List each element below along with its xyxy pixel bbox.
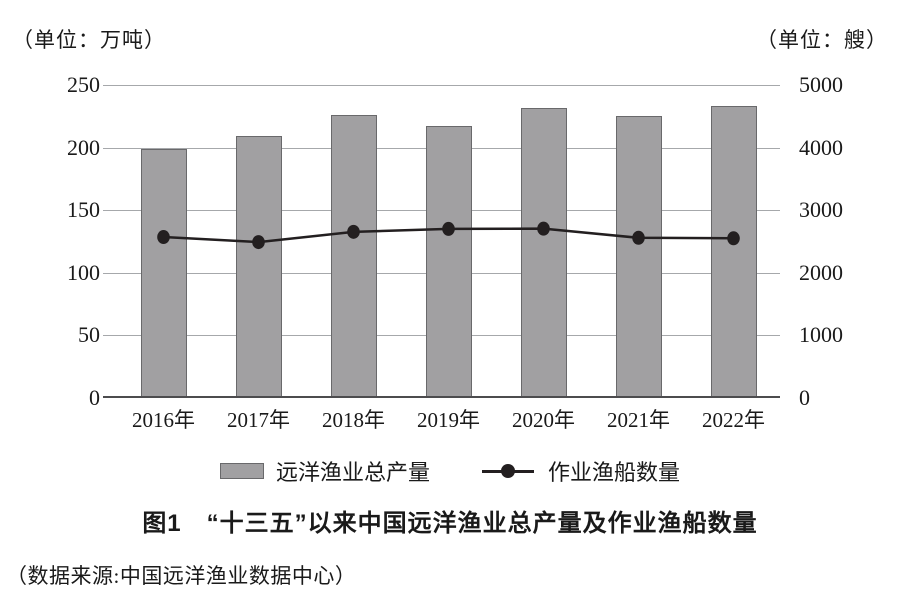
x-axis-label: 2017年: [227, 408, 290, 432]
legend-label-production: 远洋渔业总产量: [275, 460, 430, 485]
left-axis-tick-label: 250: [67, 72, 100, 97]
vessel-data-point-2019年: [442, 221, 455, 236]
x-axis-label: 2022年: [702, 408, 765, 432]
x-axis-label: 2018年: [322, 408, 385, 432]
vessel-data-point-2016年: [157, 230, 170, 245]
figure-caption: 图1 “十三五”以来中国远洋渔业总产量及作业渔船数量: [142, 510, 758, 537]
legend: 远洋渔业总产量 作业渔船数量: [0, 455, 900, 487]
bar-2019年: [425, 126, 472, 398]
vessel-data-point-2022年: [727, 231, 740, 246]
right-axis-unit-label: （单位：艘）: [756, 28, 888, 52]
x-axis-baseline: [103, 396, 780, 398]
bar-2018年: [330, 115, 377, 398]
legend-item-production: 远洋渔业总产量: [219, 455, 430, 487]
bar-2020年: [520, 107, 567, 398]
right-axis-tick-label: 4000: [799, 134, 843, 160]
left-axis-tick-label: 150: [67, 197, 100, 223]
x-axis-label: 2019年: [417, 408, 480, 432]
vessel-data-point-2020年: [537, 221, 550, 236]
data-source-note: （数据来源:中国远洋渔业数据中心）: [6, 564, 357, 588]
right-axis-tick-label: 1000: [799, 322, 843, 348]
legend-item-vessels: 作业渔船数量: [482, 455, 680, 487]
right-axis-tick-label: 0: [799, 385, 810, 410]
right-axis-tick-label: 3000: [799, 197, 843, 223]
x-axis-label: 2021年: [607, 408, 670, 432]
left-axis-tick-label: 50: [78, 322, 100, 348]
right-axis-tick-label: 5000: [799, 72, 843, 97]
vessel-data-point-2018年: [347, 224, 360, 239]
x-axis-label: 2020年: [512, 408, 575, 432]
left-axis-tick-label: 100: [67, 259, 100, 285]
bar-2016年: [140, 148, 187, 398]
bar-2022年: [710, 106, 757, 398]
left-axis-unit-label: （单位：万吨）: [12, 28, 166, 52]
legend-line-dot: [501, 464, 515, 478]
legend-label-vessels: 作业渔船数量: [548, 460, 681, 485]
vessel-data-point-2017年: [252, 235, 265, 250]
left-axis-tick-label: 0: [89, 385, 100, 410]
vessel-data-point-2021年: [632, 230, 645, 245]
left-axis-tick-label: 200: [67, 134, 100, 160]
vessel-line-layer: [157, 221, 740, 250]
plot-area: [103, 84, 780, 398]
bar-2021年: [615, 116, 662, 398]
line-dot-icon: [482, 464, 534, 478]
gridline: [103, 84, 780, 86]
right-axis-tick-label: 2000: [799, 259, 843, 285]
bar-swatch-icon: [219, 463, 264, 479]
x-axis-label: 2016年: [132, 408, 195, 432]
